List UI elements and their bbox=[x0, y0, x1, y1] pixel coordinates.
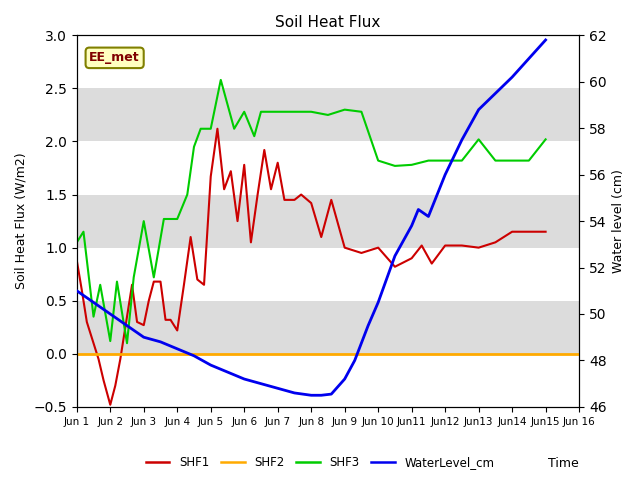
Y-axis label: Soil Heat Flux (W/m2): Soil Heat Flux (W/m2) bbox=[15, 153, 28, 289]
Bar bbox=[77, 142, 579, 194]
Legend: SHF1, SHF2, SHF3, WaterLevel_cm: SHF1, SHF2, SHF3, WaterLevel_cm bbox=[141, 452, 499, 474]
Bar bbox=[77, 301, 579, 354]
Text: Time: Time bbox=[548, 457, 579, 470]
Text: EE_met: EE_met bbox=[90, 51, 140, 64]
Bar bbox=[77, 248, 579, 301]
Title: Soil Heat Flux: Soil Heat Flux bbox=[275, 15, 381, 30]
Bar bbox=[77, 354, 579, 407]
Bar bbox=[77, 194, 579, 248]
Y-axis label: Water level (cm): Water level (cm) bbox=[612, 169, 625, 273]
Bar bbox=[77, 88, 579, 142]
Bar bbox=[77, 36, 579, 88]
